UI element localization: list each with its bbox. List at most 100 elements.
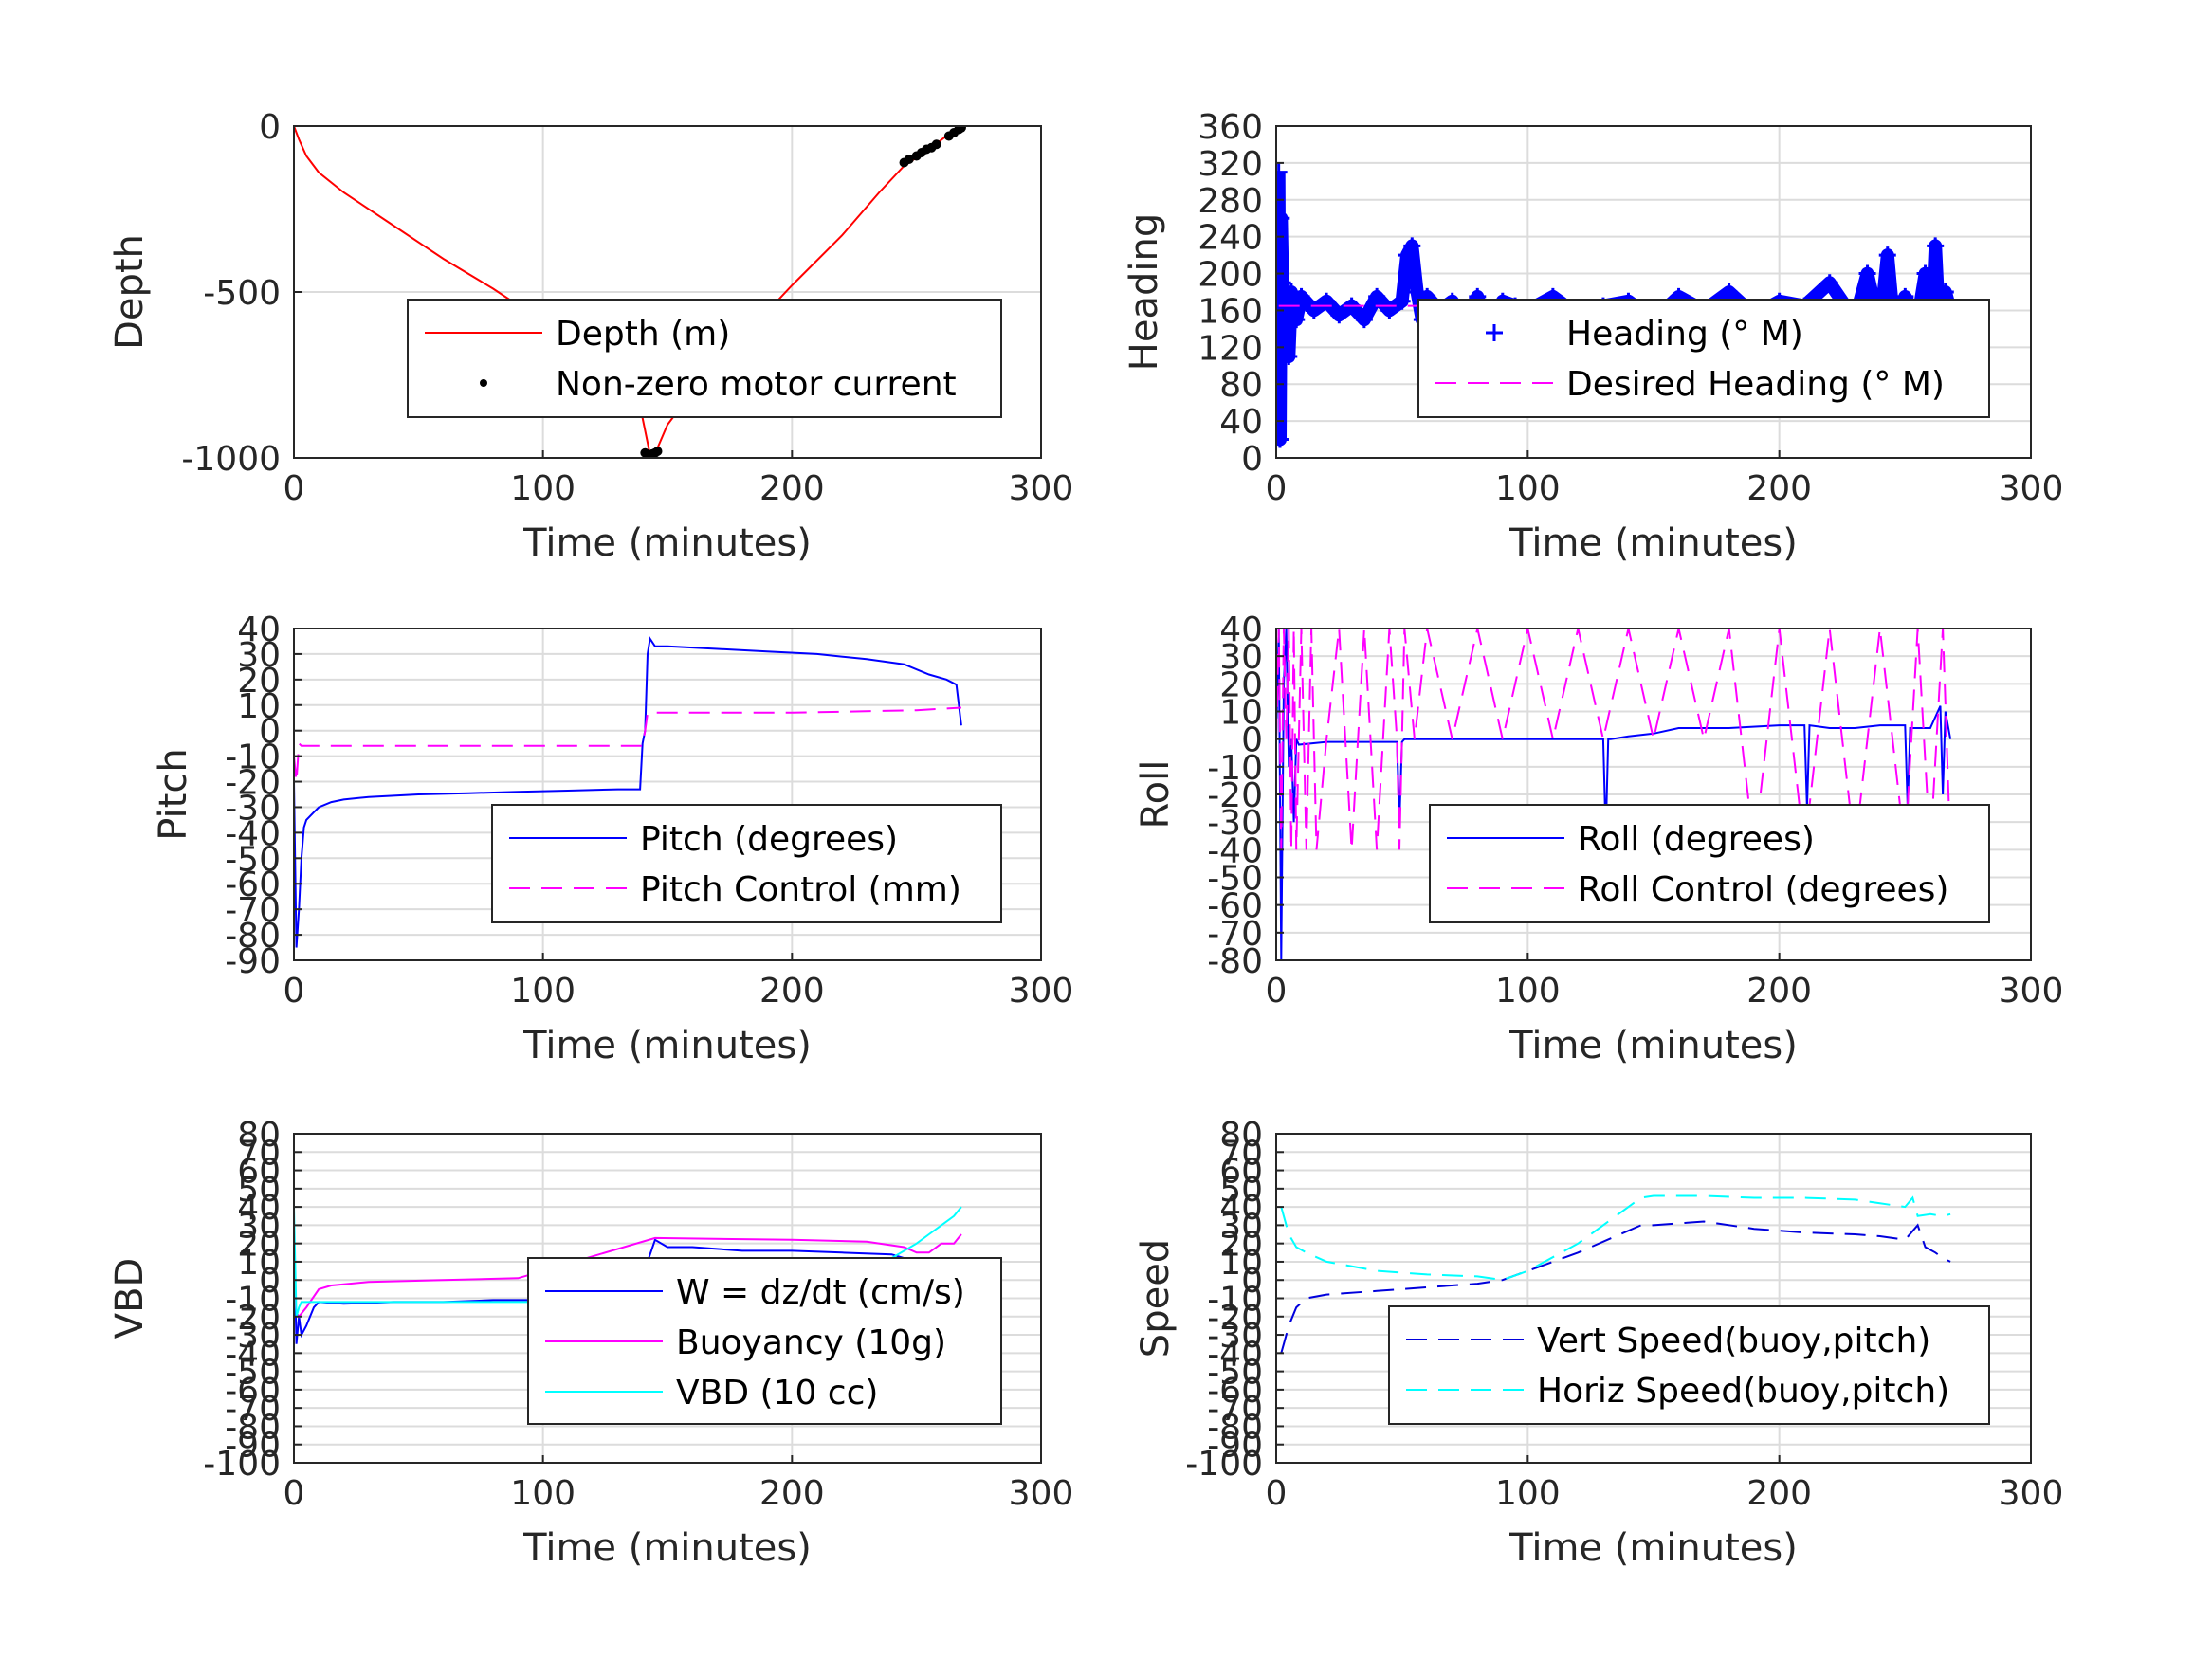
legend: Roll (degrees) Roll Control (degrees) — [1429, 804, 1990, 923]
y-tick-label: -70 — [1207, 1390, 1263, 1429]
x-axis-label: Time (minutes) — [1508, 1024, 1798, 1067]
data-point — [1355, 311, 1373, 329]
data-point — [1280, 348, 1298, 366]
data-point — [1398, 246, 1416, 264]
x-tick-label: 0 — [1266, 972, 1288, 1011]
y-tick-label: 120 — [1197, 329, 1263, 368]
y-tick-label: -100 — [1185, 1445, 1263, 1484]
y-axis-label: Speed — [1134, 1239, 1178, 1358]
y-tick-label: -50 — [225, 1354, 281, 1393]
y-tick-label: -30 — [225, 789, 281, 828]
y-tick-label: -1000 — [181, 440, 281, 479]
data-point — [1916, 264, 1934, 283]
x-tick-label: 300 — [1009, 469, 1074, 508]
x-tick-label: 100 — [1495, 1474, 1561, 1513]
y-tick-label: -60 — [1207, 887, 1263, 926]
chart-speed: 0 100 200 30080706050403020100-10-20-30-40-… — [1134, 1116, 2063, 1570]
y-tick-label: -10 — [225, 1281, 281, 1320]
y-tick-label: -70 — [1207, 915, 1263, 954]
legend-label: Non-zero motor current — [556, 365, 957, 404]
data-point — [1858, 264, 1876, 283]
legend-box — [491, 804, 1002, 923]
y-tick-label: -10 — [1207, 1281, 1263, 1320]
x-tick-label: 0 — [283, 972, 305, 1011]
legend-box — [1388, 1305, 1990, 1425]
y-tick-label: -60 — [225, 1372, 281, 1411]
data-point — [1318, 292, 1336, 310]
data-point — [1276, 319, 1292, 337]
y-tick-label: 60 — [1219, 1153, 1263, 1192]
y-tick-label: -10 — [225, 738, 281, 777]
y-axis-label: Roll — [1134, 760, 1178, 830]
legend: Depth (m) Non-zero motor current — [407, 299, 1002, 418]
x-tick-label: 100 — [1495, 469, 1561, 508]
y-tick-label: 80 — [1219, 1116, 1263, 1155]
x-axis-label: Time (minutes) — [522, 521, 812, 565]
legend-marker — [480, 379, 487, 387]
axes-box — [1275, 125, 2032, 459]
data-point — [1820, 274, 1838, 292]
legend-label: W = dz/dt (cm/s) — [676, 1273, 965, 1312]
legend-label: Depth (m) — [556, 315, 730, 354]
x-tick-label: 200 — [1746, 1474, 1812, 1513]
y-tick-label: 20 — [1219, 1226, 1263, 1265]
x-tick-label: 200 — [1746, 972, 1812, 1011]
data-point — [1927, 237, 1945, 255]
y-tick-label: -50 — [1207, 1354, 1263, 1393]
data-point — [1408, 283, 1426, 301]
y-tick-label: 70 — [1219, 1134, 1263, 1173]
y-tick-label: 200 — [1197, 256, 1263, 295]
y-tick-label: 40 — [237, 1189, 281, 1228]
y-tick-label: -60 — [225, 866, 281, 904]
y-tick-label: 80 — [237, 1116, 281, 1155]
data-point — [1878, 246, 1896, 264]
data-point — [1393, 292, 1411, 310]
y-tick-label: -90 — [225, 942, 281, 981]
data-point — [1403, 237, 1421, 255]
data-point — [1330, 306, 1348, 324]
data-point — [956, 126, 966, 133]
y-tick-label: 40 — [1219, 1189, 1263, 1228]
y-tick-label: 320 — [1197, 145, 1263, 184]
y-tick-label: -40 — [225, 814, 281, 853]
legend-box — [407, 299, 1002, 418]
y-tick-label: 0 — [259, 713, 281, 752]
y-tick-label: 10 — [1219, 694, 1263, 733]
legend-label: Pitch Control (mm) — [640, 870, 961, 909]
y-axis-label: VBD — [108, 1258, 152, 1340]
y-tick-label: 30 — [237, 636, 281, 675]
x-tick-label: 0 — [283, 469, 305, 508]
y-tick-label: 240 — [1197, 219, 1263, 258]
legend: Vert Speed(buoy,pitch) Horiz Speed(buoy,p… — [1388, 1305, 1990, 1425]
y-axis-label: Pitch — [152, 748, 195, 840]
y-tick-label: -90 — [1207, 1427, 1263, 1466]
y-axis-label: Heading — [1123, 213, 1166, 371]
y-tick-label: 0 — [1241, 721, 1263, 760]
y-tick-label: 0 — [259, 1262, 281, 1301]
data-point — [1276, 210, 1290, 228]
x-tick-label: 300 — [1999, 1474, 2064, 1513]
y-tick-label: 10 — [1219, 1244, 1263, 1283]
legend-marker — [1486, 324, 1503, 341]
legend-label: Heading (° M) — [1566, 315, 1803, 354]
chart-vbd: 0 100 200 30080706050403020100-10-20-30-40-… — [108, 1116, 1073, 1570]
x-tick-label: 200 — [759, 469, 825, 508]
x-tick-label: 100 — [510, 469, 576, 508]
x-tick-label: 300 — [1999, 469, 2064, 508]
y-tick-label: 280 — [1197, 182, 1263, 221]
y-tick-label: 50 — [237, 1171, 281, 1210]
y-tick-label: -40 — [1207, 1335, 1263, 1374]
data-point — [1305, 301, 1323, 319]
series-line — [294, 126, 962, 457]
y-tick-label: -80 — [225, 917, 281, 956]
legend: W = dz/dt (cm/s) Buoyancy (10g) VBD (10 cc… — [527, 1257, 1002, 1425]
y-tick-label: -70 — [225, 1390, 281, 1429]
series-line — [1280, 1194, 1951, 1282]
chart-heading: 0 100 200 30004080120160200240280320360Time… — [1123, 108, 2063, 565]
x-tick-label: 0 — [283, 1474, 305, 1513]
y-tick-label: 40 — [1219, 403, 1263, 442]
y-tick-label: 30 — [237, 1207, 281, 1246]
legend-label: Horiz Speed(buoy,pitch) — [1537, 1372, 1949, 1411]
y-tick-label: 30 — [1219, 1207, 1263, 1246]
